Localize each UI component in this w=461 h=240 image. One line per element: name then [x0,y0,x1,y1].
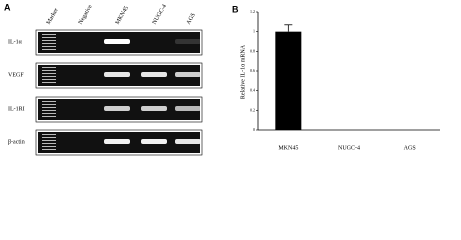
marker-band [42,116,56,117]
marker-band [42,110,56,111]
y-axis-label: Relative IL-1α mRNA [240,44,246,99]
band [175,106,201,111]
row-label: VEGF [8,72,24,78]
x-tick-label: AGS [404,145,416,151]
marker-band [42,49,56,50]
marker-band [42,113,56,114]
bar [275,31,302,131]
y-tick-label: 0.6 [250,68,255,73]
figure: A B Marker Negative MKN45 NUGC-4 AGS IL-1α VEG… [4,2,440,156]
lane-label: MKN45 [115,5,130,25]
marker-band [42,104,56,105]
lane-label: NUGC-4 [152,4,168,26]
marker-band [42,101,56,102]
y-tick-label: 0.4 [250,88,255,93]
panel-label: B [232,4,239,14]
y-tick-label: 1.2 [250,9,255,14]
marker-band [42,146,56,147]
band [175,39,201,44]
y-tick-label: 0.8 [250,48,255,53]
lane-label: AGS [186,12,197,25]
row-label: IL-1RI [8,106,25,112]
lane-label: Marker [46,7,60,25]
lane-label: Negative [78,4,94,26]
y-tick-label: 1 [253,29,255,34]
marker-band [42,143,56,144]
marker-band [42,107,56,108]
row-label: IL-1α [8,39,23,45]
x-tick-label: MKN45 [278,145,298,151]
marker-band [42,149,56,150]
marker-band [42,37,56,38]
band [175,72,201,77]
marker-band [42,137,56,138]
marker-band [42,76,56,77]
marker-band [42,82,56,83]
band [175,139,201,144]
marker-band [42,79,56,80]
y-tick-label: 0 [253,127,255,132]
marker-band [42,70,56,71]
band [141,72,167,77]
band [141,139,167,144]
marker-band [42,46,56,47]
marker-band [42,40,56,41]
marker-band [42,67,56,68]
marker-band [42,73,56,74]
marker-band [42,34,56,35]
band [141,106,167,111]
band [104,106,130,111]
panel-label: A [4,2,11,12]
band [104,139,130,144]
marker-band [42,134,56,135]
band [104,39,130,44]
marker-band [42,140,56,141]
x-tick-label: NUGC-4 [338,145,360,151]
y-tick-label: 0.2 [250,107,255,112]
row-label: β-actin [8,139,25,145]
marker-band [42,43,56,44]
band [104,72,130,77]
